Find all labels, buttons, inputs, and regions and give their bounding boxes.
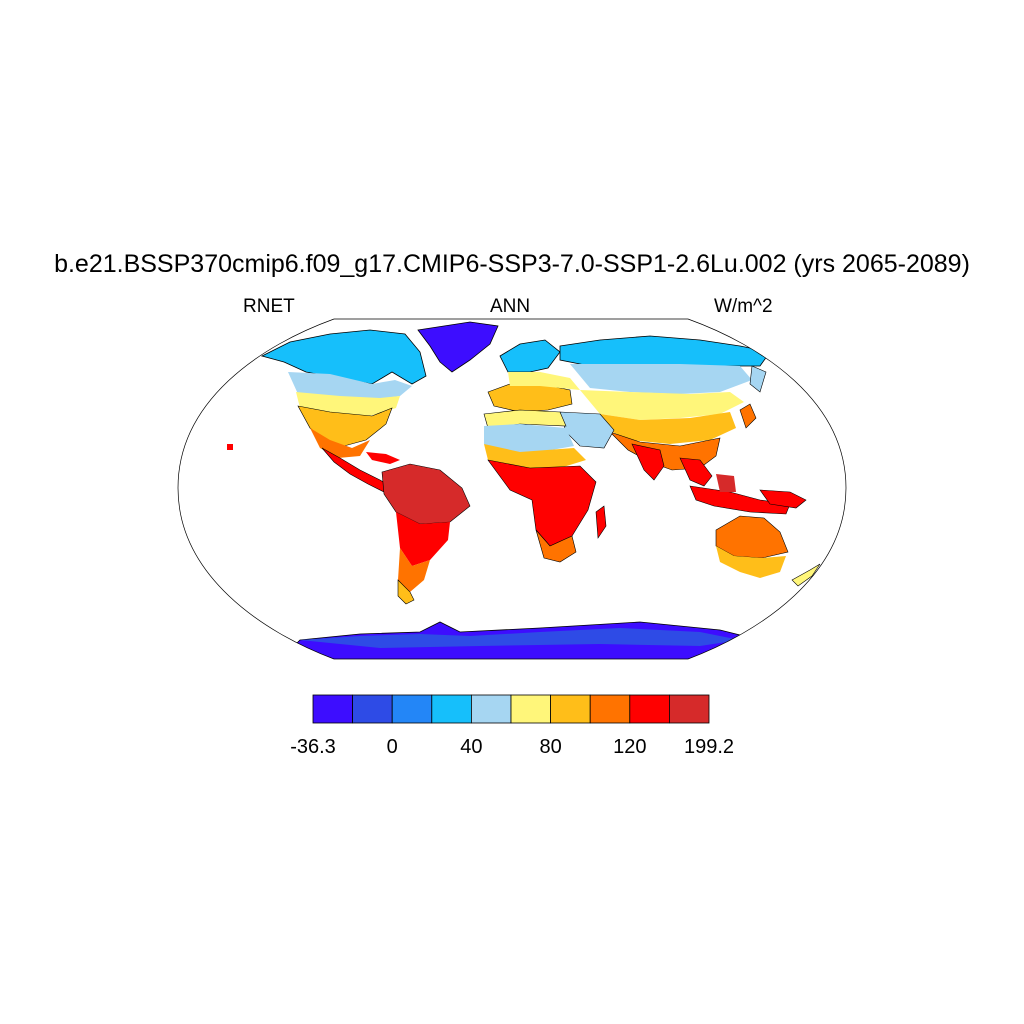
colorbar-swatch: [391, 694, 433, 724]
colorbar-swatch: [669, 694, 710, 724]
colorbar-tick-label: -36.3: [290, 736, 336, 758]
borneo: [716, 474, 736, 492]
hawaii: [227, 444, 233, 450]
colorbar: [312, 694, 710, 724]
sahel: [484, 444, 586, 468]
africa-south: [535, 529, 577, 563]
south-america-mid: [396, 512, 450, 566]
southeast-asia: [679, 457, 713, 487]
colorbar-swatch: [550, 694, 591, 724]
new-zealand: [791, 563, 821, 587]
south-america-tropics: [381, 463, 471, 525]
colorbar-tick-label: 199.2: [683, 736, 735, 758]
land-fill: [227, 321, 821, 659]
india: [631, 443, 665, 481]
north-america-north: [260, 329, 427, 385]
season-label: ANN: [490, 296, 531, 317]
australia-south: [716, 546, 786, 578]
asia-siberia: [570, 364, 752, 394]
antarctica-coast: [300, 628, 740, 648]
south-america-south: [398, 548, 430, 592]
madagascar: [595, 505, 607, 539]
indonesia: [689, 485, 791, 515]
caribbean: [366, 452, 400, 464]
colorbar-tick-label: 40: [460, 736, 483, 758]
africa-tropical: [487, 459, 597, 547]
kamchatka: [749, 365, 767, 393]
new-guinea: [759, 489, 807, 509]
asia-south-mid: [600, 412, 736, 444]
colorbar-swatch: [589, 694, 631, 724]
europe-north: [499, 339, 561, 373]
plot-title: b.e21.BSSP370cmip6.f09_g17.CMIP6-SSP3-7.…: [54, 250, 970, 278]
map-boundary: [177, 318, 847, 660]
colorbar-swatch: [510, 694, 551, 724]
sahara: [484, 424, 574, 452]
colorbar-tick-label: 80: [539, 736, 562, 758]
variable-label: RNET: [243, 296, 295, 317]
units-label: W/m^2: [714, 296, 773, 317]
colorbar-swatch: [312, 694, 353, 724]
europe-central: [487, 383, 573, 413]
colorbar-tick-label: 120: [613, 736, 647, 758]
colorbar-swatch: [470, 694, 512, 724]
colorbar-swatch: [431, 694, 472, 724]
japan: [739, 403, 757, 429]
europe-mid: [508, 372, 580, 390]
patagonia: [397, 579, 415, 605]
north-america-temperate: [296, 392, 400, 416]
greenland: [417, 321, 499, 373]
colorbar-swatch: [352, 694, 393, 724]
colorbar-swatch: [629, 694, 670, 724]
asia-central: [580, 390, 744, 420]
colorbar-tick-label: 0: [386, 736, 398, 758]
australia-north: [715, 515, 789, 559]
north-america-mid: [288, 372, 412, 400]
asia-north: [559, 335, 771, 367]
